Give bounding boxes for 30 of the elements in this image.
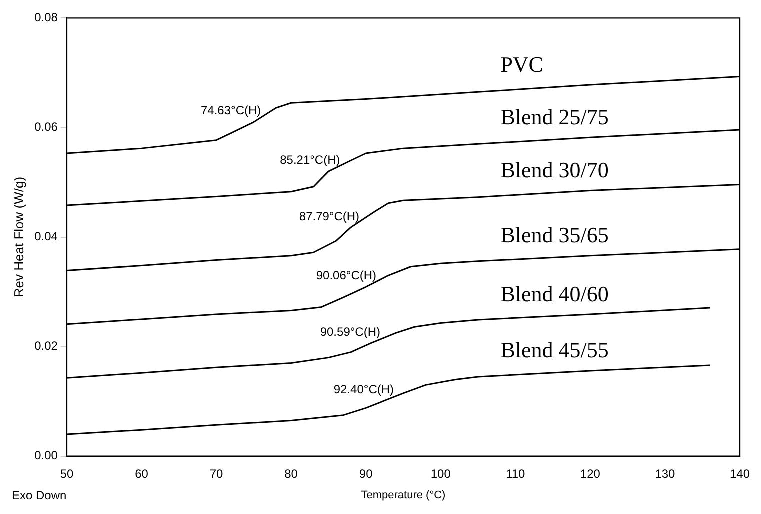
y-tick-label: 0.08 bbox=[34, 10, 58, 25]
series-label: Blend 25/75 bbox=[500, 104, 609, 130]
annotation: 90.06°C(H) bbox=[316, 268, 377, 282]
series-label: Blend 40/60 bbox=[500, 281, 609, 306]
x-tick-label: 110 bbox=[506, 466, 526, 481]
x-tick-label: 90 bbox=[359, 466, 374, 481]
y-axis-title: Rev Heat Flow (W/g) bbox=[11, 176, 26, 298]
x-axis-title: Temperature (°C) bbox=[361, 489, 446, 502]
y-tick-label: 0.02 bbox=[34, 339, 58, 354]
y-tick-label: 0.06 bbox=[34, 120, 58, 134]
x-tick-label: 130 bbox=[655, 466, 676, 481]
series-label: Blend 45/55 bbox=[500, 338, 609, 363]
annotation: 92.40°C(H) bbox=[334, 382, 394, 396]
annotation: 85.21°C(H) bbox=[280, 152, 340, 167]
series-label: PVC bbox=[500, 52, 544, 77]
x-tick-label: 80 bbox=[284, 466, 298, 481]
text: Exo Down bbox=[12, 488, 67, 502]
x-tick-label: 100 bbox=[430, 466, 452, 481]
annotation: 90.59°C(H) bbox=[320, 324, 380, 339]
x-tick-label: 50 bbox=[60, 466, 74, 481]
annotation: 74.63°C(H) bbox=[200, 104, 262, 118]
series-label: Blend 35/65 bbox=[500, 222, 609, 248]
y-tick-label: 0.00 bbox=[34, 448, 58, 463]
annotation: 87.79°C(H) bbox=[299, 209, 360, 224]
x-tick-label: 120 bbox=[580, 466, 601, 481]
series-label: Blend 30/70 bbox=[500, 158, 609, 183]
x-tick-label: 70 bbox=[210, 466, 224, 481]
x-tick-label: 140 bbox=[730, 466, 750, 481]
x-tick-label: 60 bbox=[135, 466, 149, 481]
y-tick-label: 0.04 bbox=[34, 230, 58, 244]
